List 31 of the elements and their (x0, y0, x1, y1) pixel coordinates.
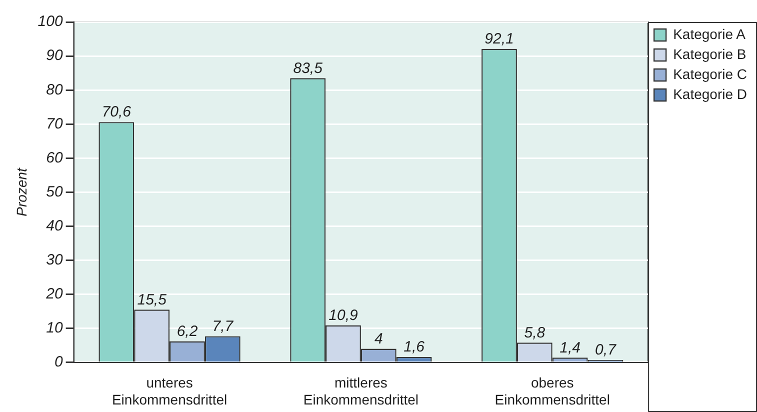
data-label: 70,6 (102, 104, 132, 121)
y-tick-label: 70 (46, 115, 64, 132)
x-tick-label: unteres Einkommensdrittel (112, 374, 228, 408)
legend-label: Kategorie B (673, 46, 746, 62)
data-label: 15,5 (137, 291, 168, 308)
y-tick-label: 0 (54, 354, 64, 371)
y-tick-label: 10 (46, 320, 64, 337)
data-label: 6,2 (176, 322, 198, 340)
y-axis-title: Prozent (13, 166, 30, 216)
y-tick-label: 100 (38, 13, 64, 30)
data-label: 1,6 (404, 338, 426, 356)
x-tick-label: mittleres Einkommensdrittel (303, 374, 419, 408)
data-label: 83,5 (293, 60, 324, 77)
x-tick-label: oberes Einkommensdrittel (494, 374, 610, 408)
legend-label: Kategorie C (673, 66, 748, 82)
legend-label: Kategorie D (673, 86, 748, 102)
y-tick-label: 30 (46, 251, 64, 268)
y-tick-label: 50 (46, 183, 64, 200)
y-tick-label: 60 (46, 149, 64, 166)
data-label: 92,1 (484, 30, 514, 48)
y-tick-label: 80 (46, 81, 64, 98)
data-label: 0,7 (595, 342, 617, 359)
y-tick-label: 90 (46, 47, 64, 64)
y-tick-label: 40 (46, 217, 64, 234)
legend-label: Kategorie A (673, 26, 746, 42)
data-label: 5,8 (524, 324, 546, 342)
y-tick-label: 20 (45, 285, 64, 302)
data-label: 7,7 (212, 318, 234, 335)
data-label: 10,9 (328, 306, 358, 324)
data-label: 4 (374, 330, 383, 348)
data-label: 1,4 (560, 339, 580, 356)
